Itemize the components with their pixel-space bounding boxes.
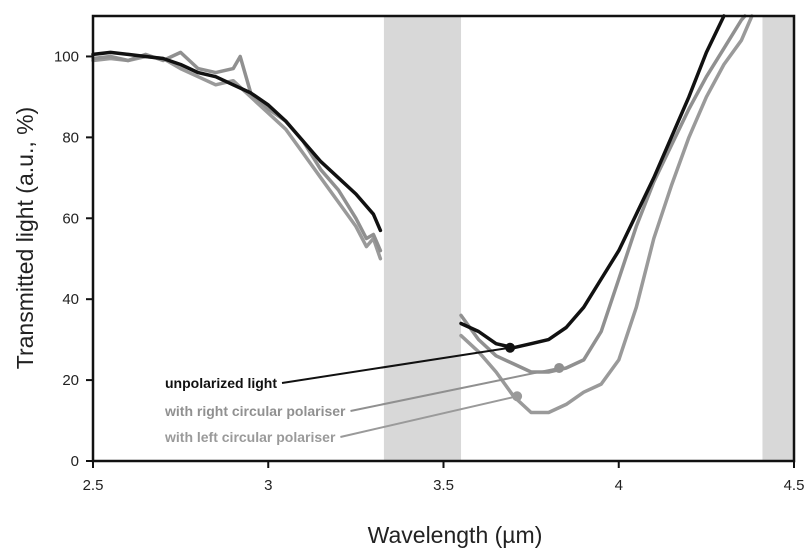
annotation-label-0: unpolarized light <box>165 375 277 391</box>
x-tick-label-1: 3 <box>264 477 272 494</box>
annotation-leader-2 <box>340 395 518 438</box>
series-line-0-segment-0 <box>91 50 383 233</box>
series-line-0-segment-1 <box>459 14 726 350</box>
annotation-leader-0 <box>281 346 511 384</box>
y-axis: 0 20 40 60 80 100 <box>54 48 93 470</box>
series-line-1-segment-1 <box>459 14 747 374</box>
y-tick-label-3: 60 <box>62 210 79 227</box>
x-axis: 2.5 3 3.5 4 4.5 <box>83 461 805 494</box>
x-tick-label-2: 3.5 <box>433 477 454 494</box>
x-tick-label-4: 4.5 <box>784 477 805 494</box>
annotations: unpolarized light with right circular pol… <box>164 375 346 445</box>
annotation-leaders <box>281 346 560 438</box>
y-tick-label-0: 0 <box>71 453 79 470</box>
x-tick-label-0: 2.5 <box>83 477 104 494</box>
y-tick-label-4: 80 <box>62 129 79 146</box>
x-axis-title: Wavelength (µm) <box>368 522 543 548</box>
y-tick-label-2: 40 <box>62 291 79 308</box>
y-axis-title: Transmitted light (a.u., %) <box>12 107 38 369</box>
series-layer <box>91 14 754 415</box>
shaded-bands <box>383 16 794 461</box>
series-line-2-segment-1 <box>459 14 754 415</box>
annotation-leader-1 <box>350 366 560 412</box>
shaded-band-1 <box>762 16 794 461</box>
annotation-label-1: with right circular polariser <box>164 403 346 419</box>
x-tick-label-3: 4 <box>615 477 623 494</box>
shaded-band-0 <box>383 16 462 461</box>
annotation-label-2: with left circular polariser <box>164 429 336 445</box>
y-tick-label-1: 20 <box>62 372 79 389</box>
y-tick-label-5: 100 <box>54 48 79 65</box>
